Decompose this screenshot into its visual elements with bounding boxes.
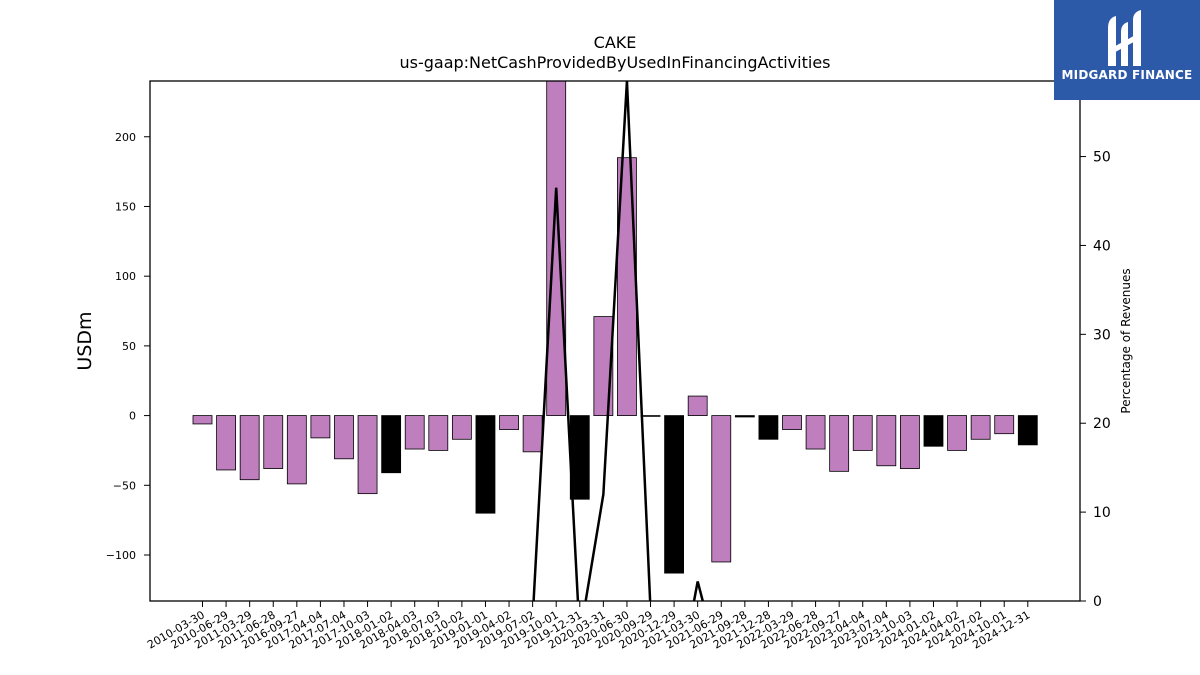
x-axis: 2010-03-302010-06-292011-03-292011-06-28…: [145, 601, 1032, 652]
y-tick-label: 200: [115, 131, 136, 144]
bar: [499, 415, 519, 430]
bar: [664, 415, 684, 574]
bar: [216, 415, 236, 471]
bar: [852, 415, 873, 451]
bar: [782, 415, 802, 430]
y2-tick-label: 20: [1093, 416, 1111, 432]
y-tick-label: 50: [122, 340, 136, 353]
y-tick-label: −100: [106, 549, 136, 562]
chart-subtitle: us-gaap:NetCashProvidedByUsedInFinancing…: [399, 53, 830, 72]
brand-logo: MIDGARD FINANCE: [1054, 0, 1200, 100]
y2-tick-label: 50: [1093, 150, 1111, 166]
y-tick-label: 100: [115, 270, 136, 283]
bar: [994, 415, 1015, 435]
chart-title: CAKE: [594, 33, 637, 52]
y2-tick-label: 10: [1093, 505, 1111, 521]
y-tick-label: 150: [115, 200, 136, 213]
bar: [546, 81, 567, 416]
bar: [734, 415, 755, 418]
y2-tick-label: 30: [1093, 327, 1111, 343]
brand-name: MIDGARD FINANCE: [1061, 68, 1193, 82]
y2-axis-label: Percentage of Revenues: [1119, 268, 1133, 413]
bar: [876, 415, 897, 467]
bar: [357, 415, 378, 495]
bar: [404, 415, 425, 450]
y-axis: −100 −50 0 50 100 150 200: [106, 131, 150, 562]
bar: [758, 415, 779, 440]
y2-tick-label: 40: [1093, 238, 1111, 254]
bar: [687, 395, 708, 416]
bar: [451, 415, 472, 440]
bar: [947, 415, 967, 451]
y2-tick-label: 0: [1093, 594, 1102, 610]
bar: [1017, 415, 1038, 446]
bar: [970, 415, 991, 440]
bar: [192, 415, 213, 425]
y-axis-label: USDm: [74, 311, 96, 370]
bar: [522, 415, 543, 453]
bar: [829, 415, 850, 472]
bar: [475, 415, 496, 514]
plot-frame: [149, 80, 1081, 602]
bar: [334, 415, 354, 460]
bar: [310, 415, 331, 439]
midgard-logo-icon: [1108, 10, 1141, 66]
pct-of-revenues-line: [532, 81, 705, 601]
bar: [640, 415, 661, 417]
bar: [923, 415, 944, 447]
y-tick-label: −50: [113, 479, 136, 492]
bar: [428, 415, 449, 451]
y2-axis: 0 10 20 30 40 50: [1080, 150, 1111, 610]
bar: [900, 415, 920, 469]
bar: [805, 415, 826, 450]
bar: [381, 415, 402, 474]
bar: [711, 415, 732, 563]
bar: [239, 415, 260, 481]
bar: [286, 415, 307, 485]
bar: [263, 415, 284, 469]
y-tick-label: 0: [129, 410, 136, 423]
bars-group: [192, 81, 1038, 574]
